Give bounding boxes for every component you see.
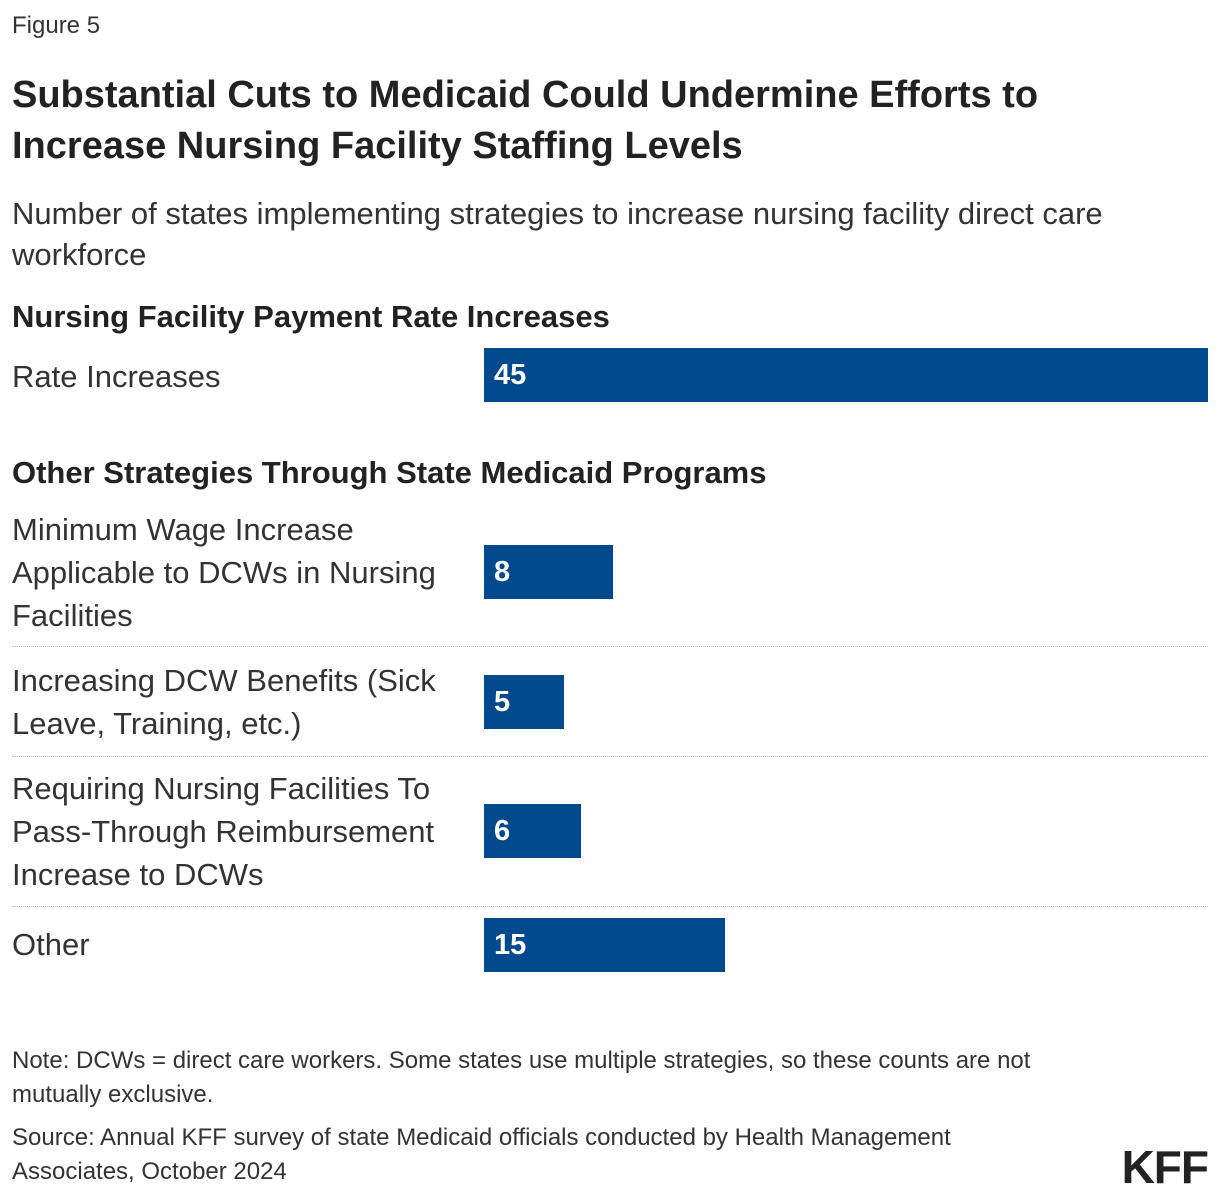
bar-other: 15 <box>484 918 726 972</box>
row-separator <box>12 646 1208 647</box>
row-label-minimum-wage: Minimum Wage Increase Applicable to DCWs… <box>12 512 436 633</box>
chart-note: Note: DCWs = direct care workers. Some s… <box>12 1047 1031 1108</box>
row-separator <box>12 756 1208 757</box>
bar-pass-through: 6 <box>484 804 581 858</box>
row-separator <box>12 906 1208 907</box>
bar-value-minimum-wage: 8 <box>494 556 511 588</box>
bar-dcw-benefits: 5 <box>484 675 565 729</box>
bar-value-pass-through: 6 <box>494 815 511 847</box>
bar-rate-increases: 45 <box>484 348 1208 402</box>
bar-value-dcw-benefits: 5 <box>494 686 511 718</box>
bar-value-other: 15 <box>494 929 527 961</box>
section-heading-other-strategies: Other Strategies Through State Medicaid … <box>12 455 767 490</box>
row-label-rate-increases: Rate Increases <box>12 359 221 394</box>
section-heading-rate-increases: Nursing Facility Payment Rate Increases <box>12 299 610 334</box>
chart-source: Source: Annual KFF survey of state Medic… <box>12 1124 951 1185</box>
chart-title: Substantial Cuts to Medicaid Could Under… <box>12 74 1039 167</box>
chart-subtitle: Number of states implementing strategies… <box>12 196 1103 272</box>
row-label-dcw-benefits: Increasing DCW Benefits (Sick Leave, Tra… <box>12 663 436 741</box>
row-label-other: Other <box>12 927 90 962</box>
row-label-pass-through: Requiring Nursing Facilities To Pass-Thr… <box>12 771 435 892</box>
bar-value-rate-increases: 45 <box>494 359 527 391</box>
bar-minimum-wage: 8 <box>484 545 613 599</box>
kff-logo: KFF <box>1121 1141 1209 1193</box>
figure-label: Figure 5 <box>12 12 101 39</box>
